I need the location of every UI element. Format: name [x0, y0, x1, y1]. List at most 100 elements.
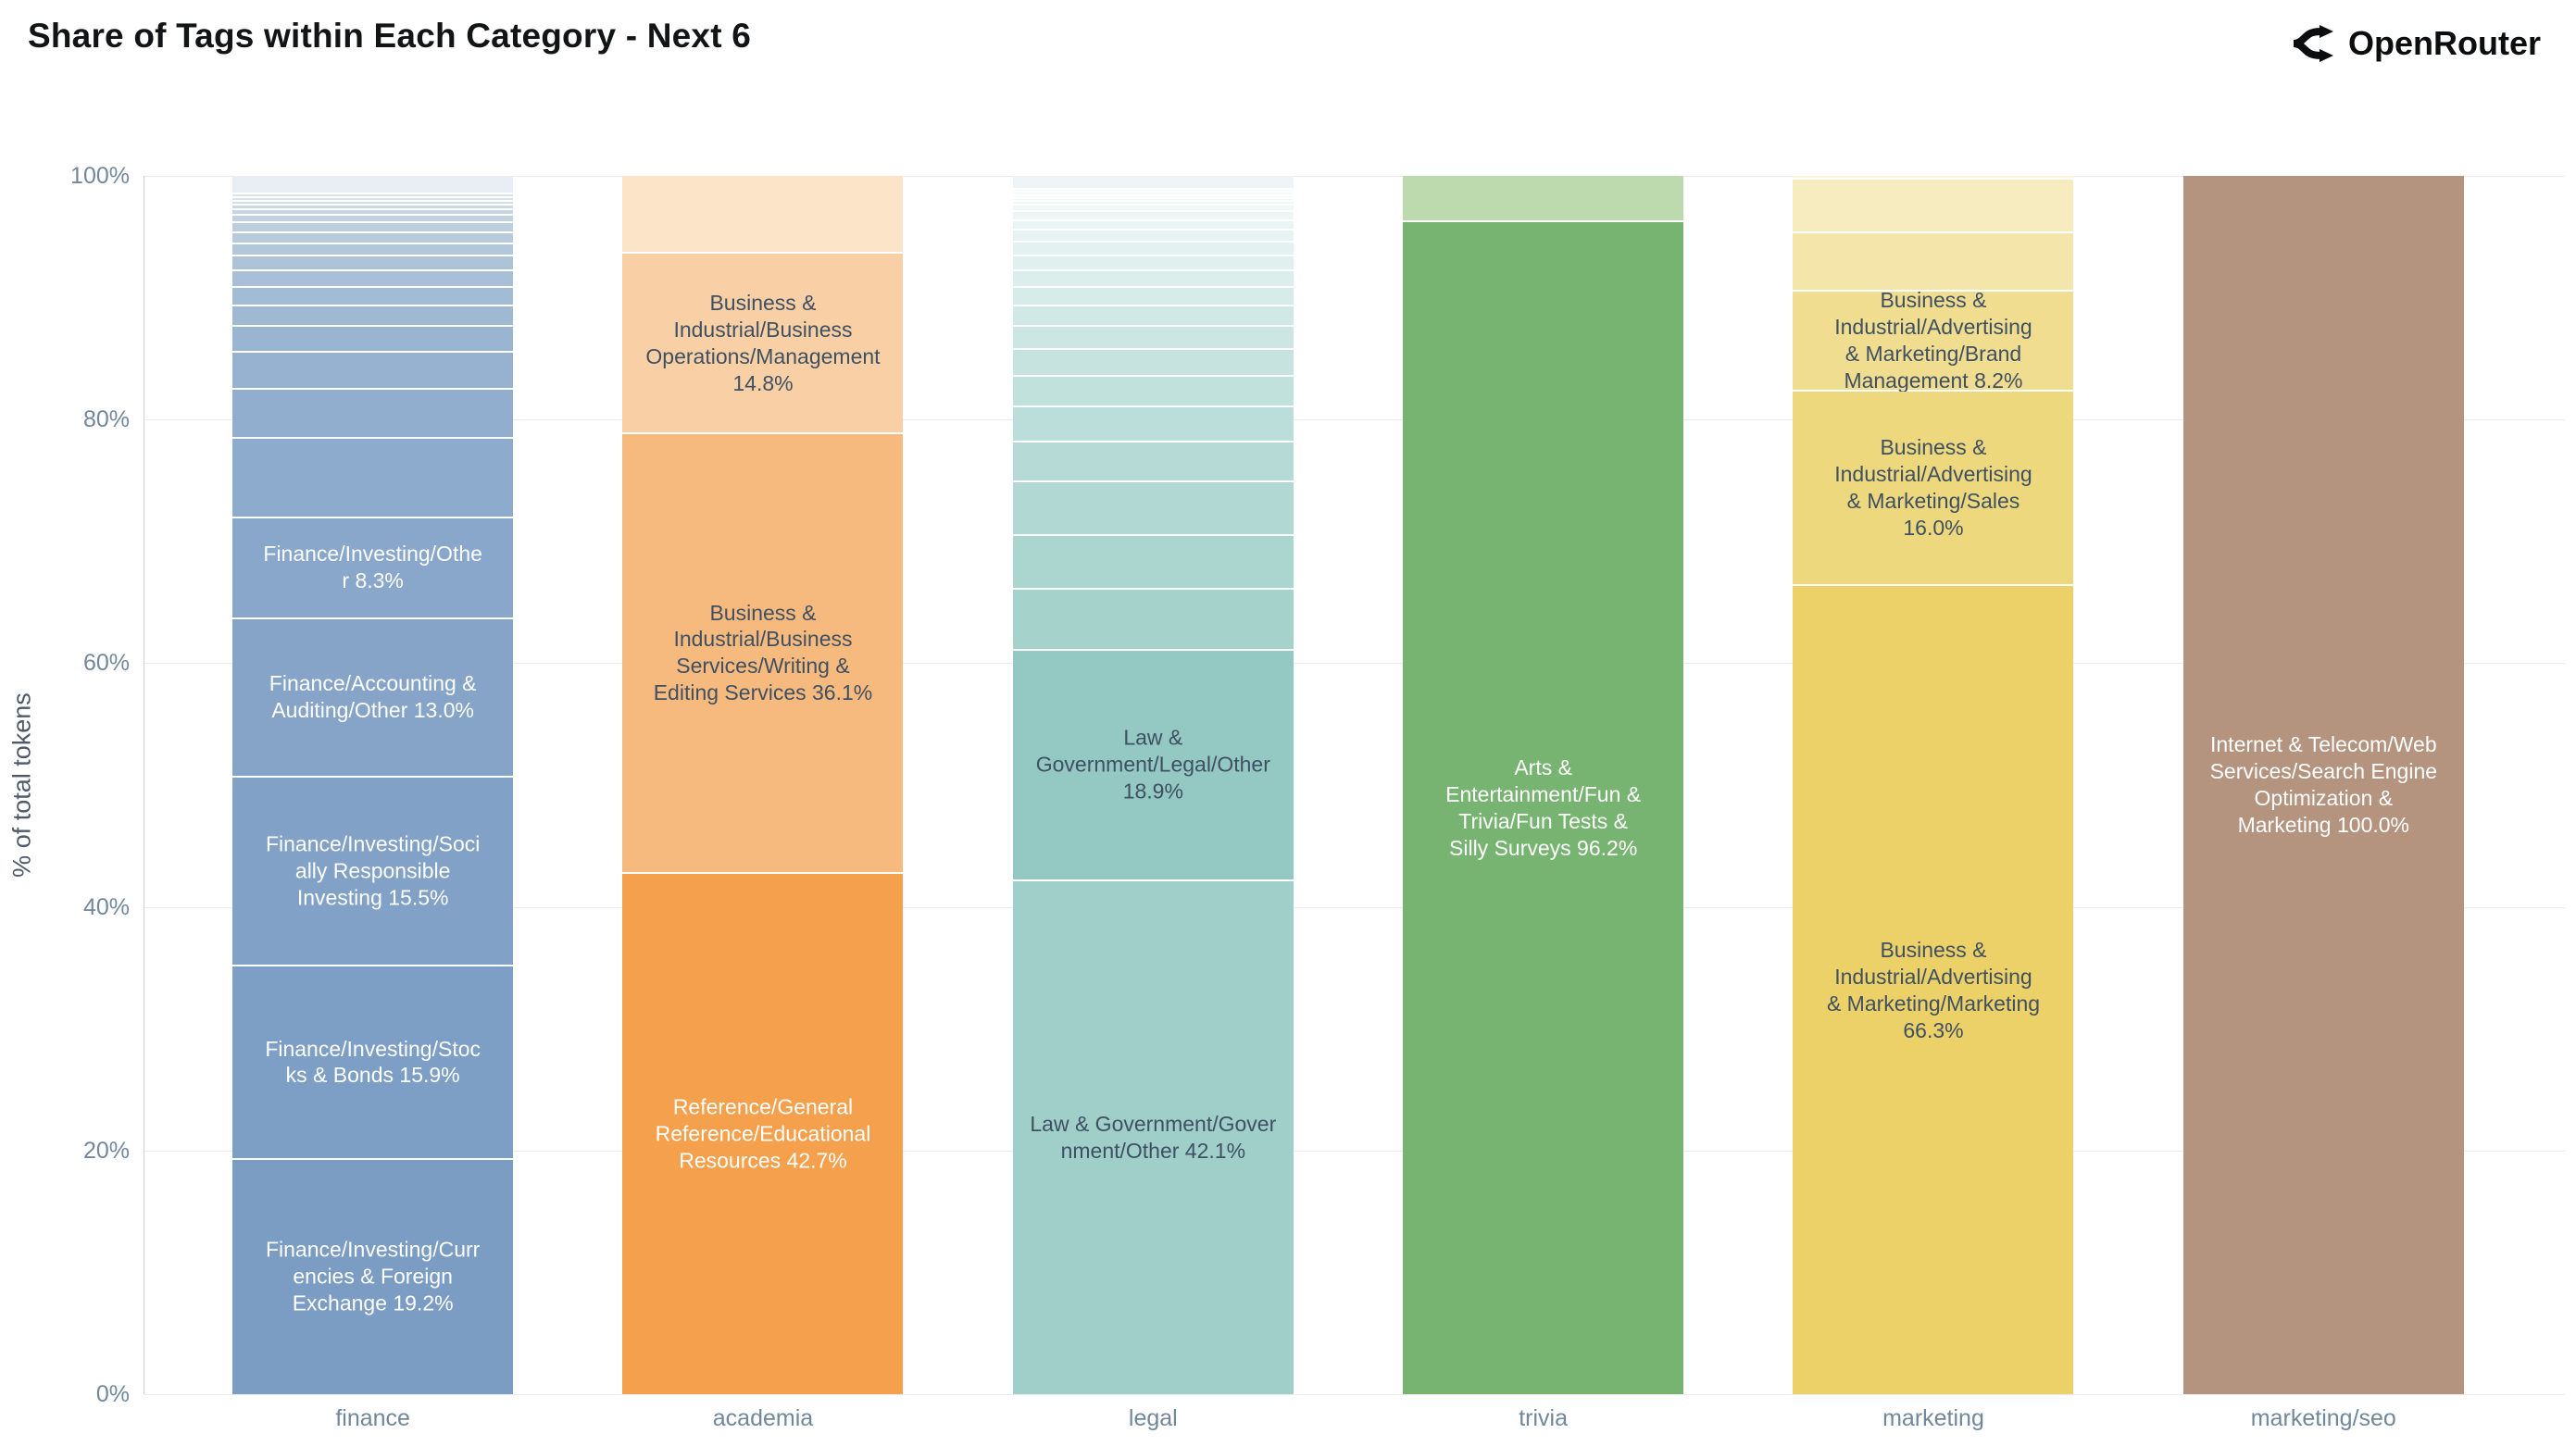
bar-segment[interactable] — [232, 209, 514, 217]
x-tick-label: legal — [1128, 1405, 1178, 1431]
bar-segment[interactable] — [1012, 287, 1294, 306]
bar-segment[interactable]: Business & Industrial/Advertising & Mark… — [1793, 391, 2074, 587]
bar-segment[interactable] — [232, 270, 514, 288]
bar-segment[interactable]: Finance/Investing/Soci ally Responsible … — [232, 777, 514, 966]
bar-segment[interactable] — [1012, 406, 1294, 443]
gridline — [144, 419, 2565, 421]
bar-segment[interactable]: Law & Government/Gover nment/Other 42.1% — [1012, 880, 1294, 1394]
segment-label: Business & Industrial/Business Services/… — [653, 600, 873, 705]
bar-segment[interactable] — [232, 352, 514, 391]
bar-segment[interactable]: Finance/Investing/Stoc ks & Bonds 15.9% — [232, 966, 514, 1161]
y-tick-label: 40% — [82, 893, 130, 920]
bar-segment[interactable]: Law & Government/Legal/Other 18.9% — [1012, 651, 1294, 881]
y-tick-label: 0% — [95, 1381, 130, 1407]
bar-segment[interactable] — [1012, 377, 1294, 407]
segment-label: Business & Industrial/Advertising & Mark… — [1834, 435, 2032, 541]
bar-segment[interactable] — [232, 439, 514, 518]
bar-segment[interactable] — [232, 216, 514, 224]
bar-academia[interactable]: Business & Industrial/Business Operation… — [622, 176, 904, 1394]
gridline — [144, 1394, 2565, 1395]
bar-marketing-seo[interactable]: Internet & Telecom/Web Services/Search E… — [2182, 176, 2464, 1394]
segment-label: Finance/Accounting & Auditing/Other 13.0… — [269, 671, 477, 723]
bar-segment[interactable] — [1012, 195, 1294, 199]
bar-segment[interactable]: Business & Industrial/Business Services/… — [622, 433, 904, 875]
bar-trivia[interactable]: Arts & Entertainment/Fun & Trivia/Fun Te… — [1403, 176, 1684, 1394]
bar-segment[interactable]: Business & Industrial/Business Operation… — [622, 254, 904, 434]
y-axis-title: % of total tokens — [7, 692, 36, 878]
bar-finance[interactable]: Finance/Investing/Othe r 8.3% Finance/Acc… — [232, 176, 514, 1394]
bar-segment[interactable] — [622, 176, 904, 255]
segment-label: Finance/Investing/Soci ally Responsible … — [265, 831, 481, 910]
segment-label: Business & Industrial/Advertising & Mark… — [1826, 937, 2041, 1042]
segment-label: Business & Industrial/Advertising & Mark… — [1834, 288, 2032, 393]
bar-segment[interactable]: Finance/Accounting & Auditing/Other 13.0… — [232, 618, 514, 778]
segment-label: Reference/General Reference/Educational … — [655, 1094, 871, 1173]
segment-label: Finance/Investing/Curr encies & Foreign … — [265, 1238, 481, 1315]
bar-segment[interactable] — [1012, 350, 1294, 377]
bar-segment[interactable] — [1012, 305, 1294, 328]
x-tick-label: finance — [335, 1405, 410, 1431]
x-tick-label: trivia — [1519, 1405, 1569, 1431]
bar-segment[interactable] — [232, 390, 514, 440]
bar-segment[interactable]: Internet & Telecom/Web Services/Search E… — [2182, 176, 2464, 1394]
x-tick-label: marketing — [1882, 1405, 1984, 1431]
bar-segment[interactable] — [1793, 232, 2074, 292]
bar-segment[interactable] — [1012, 176, 1294, 191]
x-tick-label: marketing/seo — [2250, 1405, 2396, 1431]
bar-segment[interactable]: Reference/General Reference/Educational … — [622, 874, 904, 1394]
bar-segment[interactable] — [232, 327, 514, 353]
bar-segment[interactable]: Business & Industrial/Advertising & Mark… — [1793, 288, 2074, 393]
gridline — [144, 1150, 2565, 1152]
y-tick-label: 80% — [82, 406, 130, 433]
bar-segment[interactable] — [1012, 270, 1294, 288]
bar-segment[interactable] — [1012, 231, 1294, 243]
bar-segment[interactable] — [1793, 179, 2074, 233]
bar-segment[interactable] — [1012, 202, 1294, 206]
bar-segment[interactable] — [1012, 327, 1294, 351]
bar-segment[interactable] — [1012, 590, 1294, 652]
bar-segment[interactable] — [232, 256, 514, 271]
bar-segment[interactable] — [1012, 220, 1294, 231]
openrouter-wordmark: OpenRouter — [2347, 24, 2541, 62]
segment-label: Arts & Entertainment/Fun & Trivia/Fun Te… — [1445, 755, 1642, 860]
segment-label: Finance/Investing/Othe r 8.3% — [263, 542, 482, 593]
bar-segment[interactable]: Business & Industrial/Advertising & Mark… — [1793, 586, 2074, 1394]
bar-segment[interactable] — [232, 243, 514, 256]
bar-segment[interactable] — [1012, 536, 1294, 591]
openrouter-fork-icon — [2291, 24, 2333, 63]
bar-segment[interactable] — [1012, 205, 1294, 213]
bar-segment[interactable] — [1012, 212, 1294, 221]
bar-segment[interactable] — [1012, 193, 1294, 196]
bar-legal[interactable]: Law & Government/Legal/Other 18.9% Law & … — [1012, 176, 1294, 1394]
bar-segment[interactable] — [232, 205, 514, 210]
gridline — [144, 906, 2565, 908]
bar-segment[interactable] — [1012, 198, 1294, 203]
bar-segment[interactable] — [232, 223, 514, 233]
bar-segment[interactable] — [1403, 176, 1684, 222]
openrouter-logo[interactable]: OpenRouter — [2291, 24, 2541, 63]
bar-segment[interactable] — [232, 201, 514, 206]
y-tick-label: 100% — [70, 163, 130, 189]
bar-marketing[interactable]: Business & Industrial/Advertising & Mark… — [1793, 176, 2074, 1394]
bar-segment[interactable] — [232, 176, 514, 194]
bar-segment[interactable] — [1012, 243, 1294, 256]
bar-segment[interactable]: Finance/Investing/Othe r 8.3% — [232, 517, 514, 619]
bar-segment[interactable] — [1012, 482, 1294, 537]
segment-label: Business & Industrial/Business Operation… — [645, 290, 881, 395]
bar-segment[interactable] — [1012, 443, 1294, 483]
bar-segment[interactable] — [232, 197, 514, 202]
bar-segment[interactable] — [232, 193, 514, 198]
bar-segment[interactable]: Finance/Investing/Curr encies & Foreign … — [232, 1160, 514, 1394]
bar-segment[interactable]: Arts & Entertainment/Fun & Trivia/Fun Te… — [1403, 222, 1684, 1394]
y-tick-label: 20% — [82, 1137, 130, 1164]
bar-segment[interactable] — [232, 305, 514, 328]
bar-segment[interactable] — [1012, 256, 1294, 271]
bar-segment[interactable] — [1793, 176, 2074, 180]
bar-segment[interactable] — [232, 287, 514, 306]
x-tick-label: academia — [712, 1405, 814, 1431]
bar-segment[interactable] — [232, 232, 514, 244]
chart-title: Share of Tags within Each Category - Nex… — [28, 17, 751, 55]
gridline — [144, 663, 2565, 665]
bar-segment[interactable] — [1012, 190, 1294, 193]
